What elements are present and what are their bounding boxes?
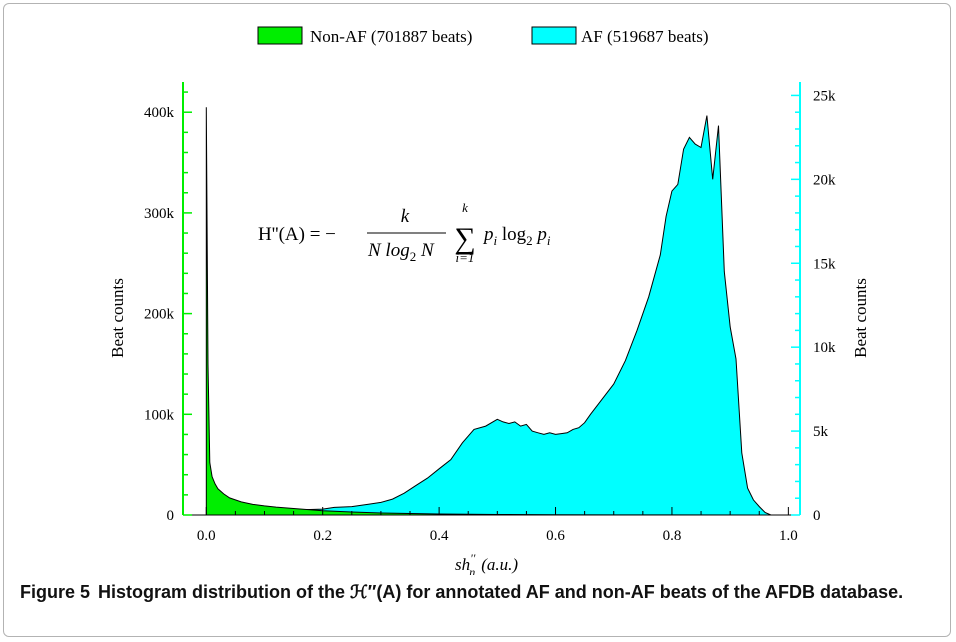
right-y-tick-label: 15k: [813, 256, 836, 272]
right-y-axis-ticks: 0 5k 10k 15k 20k 25k: [791, 88, 836, 524]
right-y-tick-label: 20k: [813, 172, 836, 188]
formula-sum-bottom: i=1: [456, 250, 475, 265]
formula-lhs: H''(A) = −: [258, 224, 336, 245]
x-axis-ticks: 0.0 0.2 0.4 0.6 0.8 1.0: [197, 507, 798, 544]
x-tick-label: 0.8: [663, 528, 682, 544]
af-series-area: [206, 115, 772, 516]
left-y-tick-label: 400k: [144, 105, 175, 121]
right-y-tick-label: 25k: [813, 88, 836, 104]
x-tick-label: 0.2: [313, 528, 332, 544]
legend-label-non-af: Non-AF (701887 beats): [310, 27, 472, 46]
x-tick-label: 0.0: [197, 528, 216, 544]
caption-label: Figure 5: [20, 582, 91, 602]
x-tick-label: 1.0: [779, 528, 798, 544]
histogram-chart: Non-AF (701887 beats) AF (519687 beats) …: [108, 26, 870, 575]
left-y-tick-label: 200k: [144, 307, 175, 323]
formula-sum-top: k: [462, 200, 468, 215]
left-y-axis-ticks: 0 100k 200k 300k 400k: [144, 91, 192, 524]
figure-caption: Figure 5 Histogram distribution of the ℋ″…: [20, 580, 920, 604]
formula-denominator: N log2 N: [367, 240, 435, 264]
right-y-tick-label: 5k: [813, 424, 829, 440]
figure-frame: [3, 3, 951, 637]
x-tick-label: 0.4: [430, 528, 449, 544]
right-y-axis-label: Beat counts: [851, 278, 870, 358]
x-tick-label: 0.6: [546, 528, 565, 544]
formula-numerator: k: [401, 206, 410, 227]
x-axis-label-unit: (a.u.): [481, 555, 518, 574]
x-axis-label-sub: n: [469, 565, 475, 575]
caption-text: Histogram distribution of the ℋ″(A) for …: [98, 582, 904, 602]
right-y-tick-label: 10k: [813, 340, 836, 356]
legend-label-af: AF (519687 beats): [581, 27, 708, 46]
formula-rhs: pi log2 pi: [482, 224, 551, 248]
x-axis-label-sup: '': [470, 551, 476, 565]
left-y-tick-label: 0: [167, 508, 175, 524]
formula-sum-symbol: ∑: [454, 222, 475, 255]
right-y-tick-label: 0: [813, 508, 821, 524]
left-y-tick-label: 300k: [144, 206, 175, 222]
legend-swatch-af: [531, 26, 577, 45]
legend-swatch-non-af: [257, 26, 303, 45]
legend: Non-AF (701887 beats) AF (519687 beats): [257, 26, 708, 46]
x-axis-label-main: sh: [455, 555, 470, 574]
formula-annotation: H''(A) = − k N log2 N k ∑ i=1 pi log2 pi: [258, 200, 551, 265]
left-y-axis-label: Beat counts: [108, 278, 127, 358]
x-axis-label: sh'' n (a.u.): [455, 551, 518, 575]
left-y-tick-label: 100k: [144, 407, 175, 423]
plot-area: [205, 107, 772, 516]
